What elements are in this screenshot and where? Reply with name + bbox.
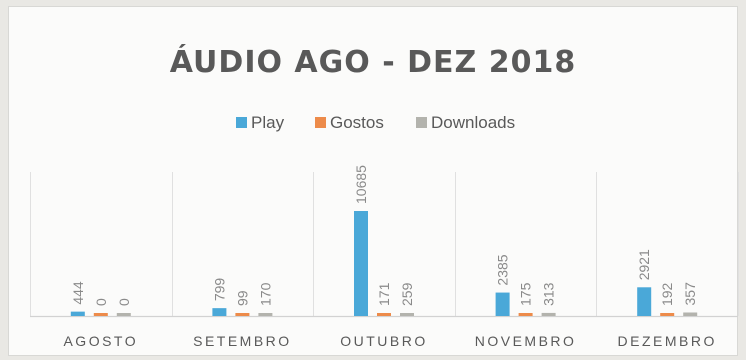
bar-downloads-dezembro — [683, 312, 698, 316]
bar-downloads-novembro — [541, 312, 556, 316]
data-label-downloads-dezembro: 357 — [682, 282, 698, 306]
data-label-downloads-setembro: 170 — [257, 282, 273, 306]
data-label-downloads-novembro: 313 — [541, 282, 557, 306]
bar-play-agosto — [70, 311, 85, 316]
data-label-gostos-outubro: 171 — [376, 282, 392, 306]
legend-label-downloads: Downloads — [431, 113, 515, 132]
x-tick-label-novembro: NOVEMBRO — [475, 333, 577, 349]
legend-swatch-play — [236, 117, 247, 128]
data-label-play-dezembro: 2921 — [636, 249, 652, 280]
bar-play-dezembro — [637, 287, 652, 316]
plot-area: 444 0 0 AGOSTO 799 99 170 SETEMBRO 10685 171 259 OU… — [30, 165, 739, 349]
legend-swatch-downloads — [416, 117, 427, 128]
x-tick-label-outubro: OUTUBRO — [340, 333, 428, 349]
bar-gostos-novembro — [518, 313, 533, 316]
data-label-play-setembro: 799 — [211, 278, 227, 302]
data-label-play-agosto: 444 — [70, 281, 86, 305]
bar-gostos-setembro — [235, 313, 250, 316]
x-tick-label-dezembro: DEZEMBRO — [618, 333, 717, 349]
chart-title: ÁUDIO AGO - DEZ 2018 — [170, 44, 576, 80]
data-label-gostos-setembro: 99 — [234, 290, 250, 306]
data-label-gostos-dezembro: 192 — [659, 282, 675, 306]
bar-play-setembro — [212, 308, 227, 316]
legend-label-gostos: Gostos — [330, 113, 384, 132]
data-label-gostos-agosto: 0 — [93, 298, 109, 306]
legend-label-play: Play — [251, 113, 285, 132]
data-label-play-novembro: 2385 — [495, 254, 511, 285]
legend: Play Gostos Downloads — [236, 113, 515, 132]
data-label-downloads-agosto: 0 — [116, 298, 132, 306]
bar-play-novembro — [495, 292, 510, 316]
bar-downloads-outubro — [400, 313, 414, 316]
chart-frame — [8, 6, 738, 356]
legend-swatch-gostos — [315, 117, 326, 128]
x-tick-label-agosto: AGOSTO — [63, 333, 138, 349]
bar-downloads-setembro — [258, 313, 273, 316]
bar-play-outubro — [354, 211, 368, 316]
data-label-play-outubro: 10685 — [353, 165, 369, 204]
data-label-downloads-outubro: 259 — [399, 282, 415, 306]
data-label-gostos-novembro: 175 — [518, 282, 534, 306]
bar-downloads-agosto — [116, 313, 131, 316]
bar-gostos-agosto — [93, 313, 108, 316]
bar-gostos-dezembro — [660, 313, 675, 316]
bar-gostos-outubro — [377, 313, 391, 316]
x-tick-label-setembro: SETEMBRO — [193, 333, 292, 349]
